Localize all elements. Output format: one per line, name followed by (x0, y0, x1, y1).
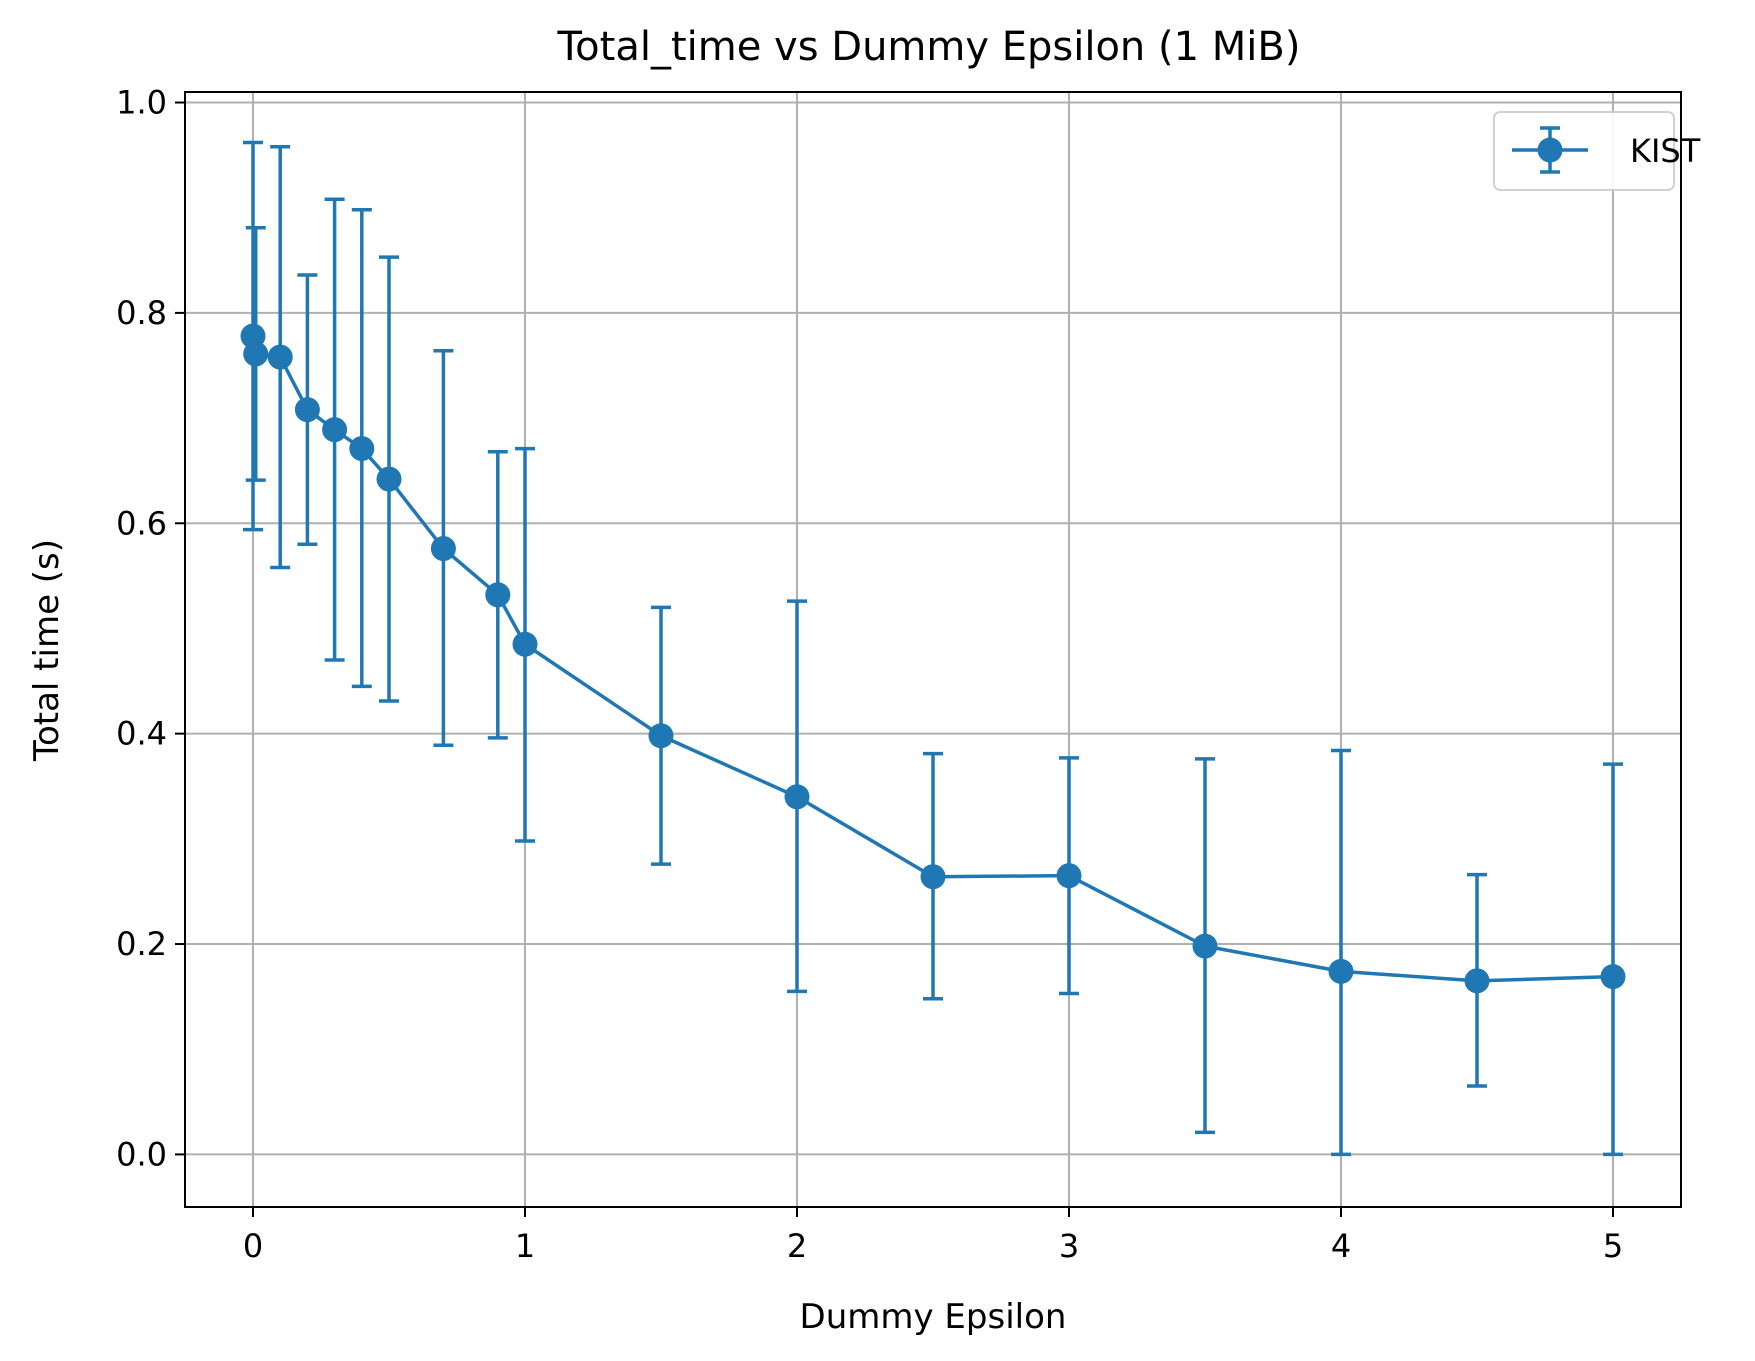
data-point (485, 582, 511, 608)
data-point (376, 466, 402, 492)
x-tick-label: 0 (243, 1227, 263, 1265)
data-point (784, 784, 810, 810)
y-tick-label: 0.6 (116, 504, 167, 542)
series-layer (240, 140, 1626, 1157)
data-point (1328, 958, 1354, 984)
data-point (322, 417, 348, 443)
chart-title: Total_time vs Dummy Epsilon (1 MiB) (557, 24, 1301, 70)
data-point (1464, 968, 1490, 994)
data-point (430, 536, 456, 562)
y-axis: 0.0 0.2 0.4 0.6 0.8 1.0 (116, 84, 185, 1173)
x-tick-label: 3 (1059, 1227, 1079, 1265)
x-axis-label: Dummy Epsilon (800, 1297, 1067, 1337)
data-point (349, 436, 375, 462)
y-tick-label: 1.0 (116, 84, 167, 122)
data-point (267, 344, 293, 370)
x-axis: 0 1 2 3 4 5 (243, 1207, 1623, 1265)
grid (185, 92, 1681, 1207)
data-point (920, 864, 946, 890)
x-tick-label: 2 (787, 1227, 807, 1265)
y-tick-label: 0.0 (116, 1135, 167, 1173)
data-point (243, 341, 269, 367)
data-point (648, 723, 674, 749)
legend-swatch (1512, 126, 1588, 174)
data-point (1600, 964, 1626, 990)
legend: KIST (1493, 111, 1701, 191)
x-tick-label: 1 (515, 1227, 535, 1265)
y-axis-label: Total time (s) (27, 539, 67, 762)
legend-marker (1537, 137, 1563, 163)
y-tick-label: 0.8 (116, 294, 167, 332)
y-tick-label: 0.2 (116, 925, 167, 963)
y-tick-label: 0.4 (116, 715, 167, 753)
plot-frame (184, 91, 1682, 1208)
x-tick-label: 4 (1331, 1227, 1351, 1265)
data-point (294, 397, 320, 423)
data-point (1192, 933, 1218, 959)
data-point (512, 631, 538, 657)
legend-label: KIST (1630, 132, 1701, 170)
data-point (1056, 863, 1082, 889)
x-tick-label: 5 (1603, 1227, 1623, 1265)
